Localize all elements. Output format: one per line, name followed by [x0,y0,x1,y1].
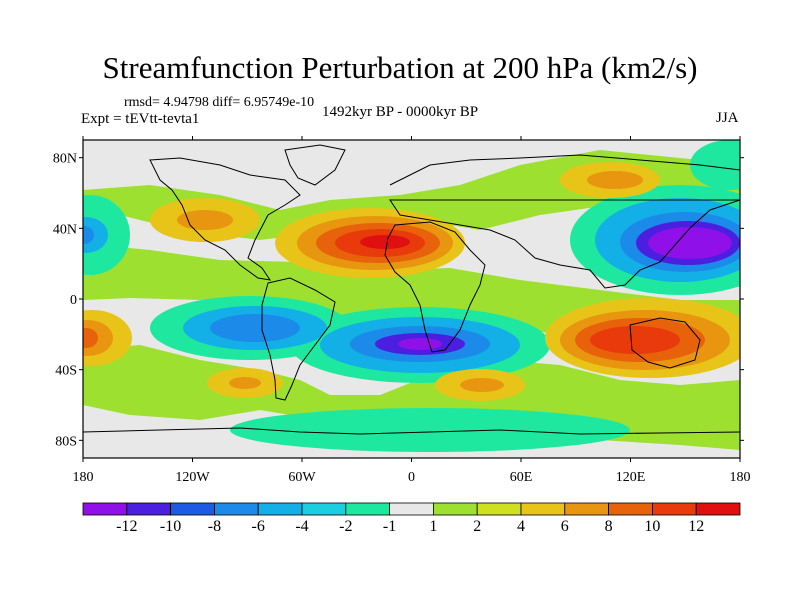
colorbar-label: -2 [339,518,352,535]
lat-label: 80N [53,152,77,167]
siberia-positive-2 [587,171,643,189]
map-title: Streamfunction Perturbation at 200 hPa (… [102,50,698,85]
arctic-negative-outer [690,140,740,190]
south-atlantic-negative-core [398,338,442,350]
south-america-positive-2 [229,377,261,389]
north-america-coastline [149,157,301,281]
colorbar [82,502,741,516]
colorbar-label: -10 [160,518,181,535]
colorbar-swatch [432,502,478,516]
africa-coastline [384,221,486,353]
rmsd-diff-annotation: rmsd= 4.94798 diff= 6.95749e-10 [124,95,315,110]
experiment-label: Expt = tEVtt-tevta1 [81,111,200,127]
lat-label: 40S [55,364,77,379]
contour-fill [83,140,740,458]
colorbar-swatch [213,502,259,516]
colorbar-label: -6 [252,518,265,535]
colorbar-label: 8 [605,518,613,535]
longitude-labels: 180 120W 60W 0 60E 120E 180 [73,470,751,485]
greenland-coastline [284,144,346,186]
colorbar-label: -1 [383,518,396,535]
north-america-positive-2 [177,210,233,230]
colorbar-label: 6 [561,518,569,535]
colorbar-label: -8 [208,518,221,535]
colorbar-swatch [652,502,697,516]
colorbar-swatch [126,502,172,516]
lat-label: 80S [55,434,77,449]
lat-label: 0 [70,293,77,308]
south-indian-positive-2 [460,378,504,392]
colorbar-label: 12 [688,518,704,535]
latitude-labels: 80N 40N 0 40S 80S [53,152,77,450]
colorbar-swatch [82,502,128,516]
colorbar-labels: -12 -10 -8 -6 -4 -2 -1 1 2 4 6 8 10 12 [116,518,704,535]
lat-label: 40N [53,222,77,237]
west-america-negative-2 [83,217,108,253]
west-america-negative-3 [83,226,94,244]
south-america-coastline [261,277,336,401]
colorbar-swatch [170,502,215,516]
colorbar-label: -12 [116,518,137,535]
lon-label: 180 [730,470,751,485]
indian-australia-positive-4 [590,326,680,354]
latitude-ticks [79,157,744,441]
colorbar-swatch [520,502,566,516]
southern-ocean-negative-outer [230,408,630,452]
colorbar-swatch [608,502,653,516]
lon-label: 60W [288,470,316,485]
south-pacific-negative-3 [210,314,300,342]
north-pacific-negative-core [648,227,732,259]
colorbar-label: 4 [517,518,525,535]
australia-coastline [629,317,701,369]
colorbar-swatch [695,502,741,516]
colorbar-swatch [476,502,522,516]
positive-strong-regions [83,162,740,401]
period-label: 1492kyr BP - 0000kyr BP [322,104,479,120]
antarctica-coastline [83,427,740,435]
lon-label: 60E [510,470,533,485]
colorbar-swatch [564,502,609,516]
colorbar-label: 2 [473,518,481,535]
longitude-ticks [82,136,741,462]
coastlines [83,144,740,435]
colorbar-swatch [257,502,303,516]
lon-label: 120W [175,470,210,485]
colorbar-label: 10 [644,518,660,535]
colorbar-swatch [345,502,390,516]
lon-label: 120E [616,470,646,485]
negative-strong-regions [83,198,740,373]
colorbar-swatch [301,502,347,516]
colorbar-label: -4 [295,518,308,535]
lon-label: 180 [73,470,94,485]
season-label: JJA [716,110,739,126]
eurasia-coastline [389,154,740,289]
east-south-pacific-positive-3 [83,328,98,348]
lon-label: 0 [408,470,415,485]
atlantic-africa-positive-core [360,235,410,249]
colorbar-label: 1 [429,518,437,535]
colorbar-swatch [389,502,434,516]
